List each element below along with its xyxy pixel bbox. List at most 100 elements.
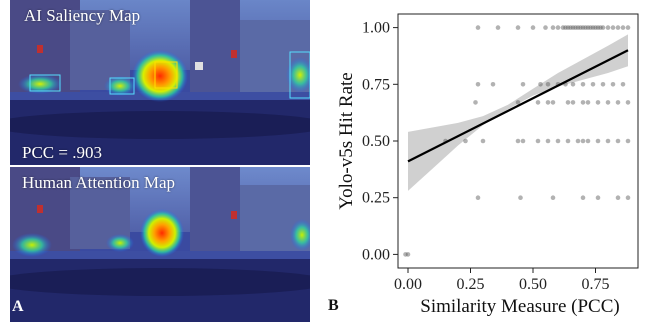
data-point (575, 25, 581, 30)
data-point (480, 138, 486, 144)
data-point (565, 138, 571, 144)
data-point (520, 138, 526, 144)
data-point (573, 25, 578, 30)
data-point (620, 82, 626, 87)
data-point (515, 100, 521, 105)
data-point (535, 138, 541, 144)
data-point (625, 25, 631, 30)
data-points-layer (403, 25, 631, 257)
data-point (600, 82, 606, 87)
data-point (580, 100, 586, 105)
data-point (588, 25, 593, 30)
data-point (530, 25, 536, 30)
data-point (595, 100, 601, 105)
data-point (600, 25, 606, 30)
data-point (625, 138, 631, 144)
data-point (490, 82, 496, 87)
data-point (610, 82, 616, 87)
data-point (580, 195, 586, 200)
y-axis-label: Yolo-v5s Hit Rate (336, 72, 357, 209)
data-point (515, 138, 521, 144)
scatter-panel: 0.00 0.25 0.50 0.75 1.00 0.00 0.25 0.50 0.75 Yo… (320, 0, 663, 322)
regression-line-layer (407, 49, 629, 163)
data-point (555, 25, 561, 30)
pcc-value-label: PCC = .903 (22, 143, 102, 162)
data-point (475, 195, 481, 200)
data-point (520, 82, 526, 87)
x-tick-label: 0.25 (457, 276, 485, 293)
data-point (463, 138, 468, 144)
x-ticks-layer: 0.00 0.25 0.50 0.75 (394, 268, 610, 293)
street-scene-saliency (10, 0, 310, 165)
human-attention-map-image: Human Attention Map (10, 167, 310, 322)
x-tick-label: 0.50 (519, 276, 547, 293)
data-point (598, 25, 603, 30)
data-point (568, 25, 573, 30)
data-point (615, 195, 621, 200)
hit-rate-vs-pcc-chart: 0.00 0.25 0.50 0.75 1.00 0.00 0.25 0.50 0.75 Yo… (328, 13, 639, 317)
human-attention-map-title: Human Attention Map (22, 173, 175, 192)
data-point (515, 25, 521, 30)
regression-line (407, 49, 629, 163)
y-tick-label: 0.75 (362, 76, 390, 93)
x-axis-label: Similarity Measure (PCC) (420, 296, 619, 317)
data-point (570, 100, 576, 105)
data-point (563, 25, 568, 30)
x-tick-label: 0.00 (394, 276, 422, 293)
data-point (610, 25, 616, 30)
data-point (595, 195, 601, 200)
data-point (570, 82, 576, 87)
data-point (570, 25, 576, 30)
data-point (595, 138, 601, 144)
data-point (590, 82, 596, 87)
data-point (543, 25, 548, 30)
data-point (625, 100, 631, 105)
data-point (605, 100, 611, 105)
data-point (585, 25, 591, 30)
data-point (615, 100, 621, 105)
data-point (605, 138, 611, 144)
data-point (538, 82, 543, 87)
data-point (550, 195, 556, 200)
data-point (620, 25, 626, 30)
confidence-band (408, 34, 628, 191)
data-point (615, 25, 621, 30)
data-point (405, 252, 411, 257)
data-point (595, 25, 601, 30)
y-tick-label: 1.00 (362, 20, 390, 37)
data-point (580, 82, 586, 87)
data-point (578, 25, 583, 30)
data-point (625, 195, 631, 200)
data-point (555, 138, 561, 144)
data-point (545, 82, 551, 87)
data-point (545, 100, 551, 105)
data-point (585, 138, 591, 144)
data-point (585, 100, 591, 105)
data-point (580, 25, 586, 30)
y-tick-label: 0.00 (362, 246, 390, 263)
data-point (475, 25, 481, 30)
data-point (575, 138, 581, 144)
panel-label-a: A (12, 298, 24, 315)
ai-saliency-map-title: AI Saliency Map (24, 6, 141, 25)
data-point (473, 100, 478, 105)
ai-saliency-map-image: AI Saliency Map PCC = .903 (10, 0, 310, 165)
data-point (593, 25, 598, 30)
data-point (495, 25, 501, 30)
y-ticks-layer: 0.00 0.25 0.50 0.75 1.00 (362, 20, 398, 263)
data-point (580, 138, 586, 144)
data-point (550, 25, 556, 30)
data-point (605, 25, 611, 30)
data-point (518, 195, 523, 200)
data-point (565, 100, 571, 105)
data-point (403, 252, 408, 257)
panel-label-b: B (328, 297, 339, 314)
confidence-band-layer (408, 34, 628, 191)
data-point (545, 138, 551, 144)
heatmap-panel: AI Saliency Map PCC = .903 (0, 0, 320, 322)
y-tick-label: 0.25 (362, 190, 390, 207)
data-point (475, 82, 481, 87)
data-point (535, 100, 541, 105)
data-point (565, 25, 571, 30)
street-scene-attention (10, 167, 310, 322)
